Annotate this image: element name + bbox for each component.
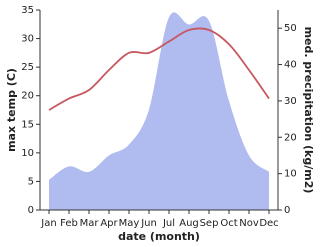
x-tick-label: Oct	[220, 218, 237, 229]
x-axis-label: date (month)	[118, 230, 200, 243]
x-tick-label: Jan	[40, 218, 56, 229]
y2-tick-label: 40	[284, 60, 297, 71]
y-axis-label: max temp (C)	[5, 68, 18, 152]
x-tick-label: Apr	[100, 218, 118, 229]
y-tick-label: 15	[21, 119, 34, 130]
y2-axis-label: med. precipitation (kg/m2)	[302, 27, 315, 194]
x-tick-label: Mar	[80, 218, 100, 229]
x-tick-label: Sep	[200, 218, 219, 229]
y-tick-label: 0	[28, 205, 34, 216]
y-tick-label: 5	[28, 176, 34, 187]
y-tick-label: 10	[21, 148, 34, 159]
x-tick-label: Dec	[259, 218, 278, 229]
precipitation-area	[49, 12, 269, 210]
y-tick-label: 25	[21, 62, 34, 73]
y-tick-label: 20	[21, 91, 34, 102]
y2-tick-label: 50	[284, 23, 297, 34]
x-tick-label: Jul	[162, 218, 175, 229]
temperature-line	[48, 27, 270, 111]
y2-tick-label: 10	[284, 169, 297, 180]
y2-tick-label: 20	[284, 132, 297, 143]
y-tick-label: 30	[21, 34, 34, 45]
y-tick-label: 35	[21, 5, 34, 16]
y2-tick-label: 30	[284, 96, 297, 107]
x-tick-label: May	[119, 218, 140, 229]
x-tick-label: Feb	[60, 218, 78, 229]
x-tick-label: Jun	[140, 218, 157, 229]
y2-tick-label: 0	[284, 205, 290, 216]
x-tick-label: Nov	[239, 218, 259, 229]
x-tick-label: Aug	[179, 218, 199, 229]
